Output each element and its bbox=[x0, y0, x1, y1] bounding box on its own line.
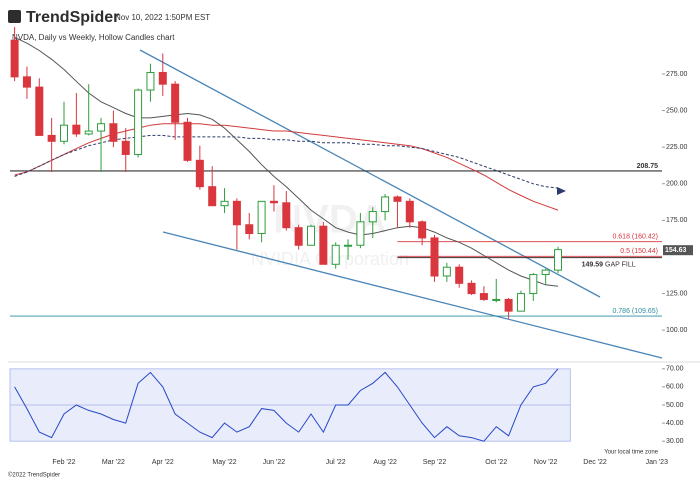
candle-body bbox=[208, 186, 217, 207]
moving-average bbox=[14, 134, 559, 189]
candle-body bbox=[158, 71, 167, 85]
x-tick-label: Mar '22 bbox=[102, 459, 125, 466]
x-tick-label: Sep '22 bbox=[423, 459, 447, 466]
candle-body bbox=[479, 293, 488, 300]
arrow bbox=[557, 187, 566, 195]
candle-body bbox=[84, 130, 93, 135]
y-tick-label: 50.00 bbox=[666, 402, 684, 409]
y-tick-label: 250.00 bbox=[666, 107, 688, 114]
candle-body bbox=[22, 76, 31, 88]
last-price-label: 154.63 bbox=[665, 247, 687, 254]
trend-line bbox=[139, 49, 601, 298]
candle-body bbox=[97, 123, 106, 132]
candle-body bbox=[171, 83, 180, 123]
x-tick-label: Apr '22 bbox=[152, 459, 174, 466]
y-tick-label: 275.00 bbox=[666, 71, 688, 78]
candle-body bbox=[405, 200, 414, 223]
y-tick-label: 175.00 bbox=[666, 217, 688, 224]
candle-body bbox=[35, 86, 44, 136]
gap-label: 149.59 bbox=[582, 261, 604, 268]
candle-body bbox=[455, 266, 464, 284]
last-price-box bbox=[663, 245, 693, 256]
gap-text: GAP FILL bbox=[605, 261, 636, 268]
x-tick-label: Feb '22 bbox=[52, 459, 75, 466]
y-tick-label: 125.00 bbox=[666, 290, 688, 297]
y-tick-label: 70.00 bbox=[666, 366, 684, 373]
candle-body bbox=[183, 121, 192, 161]
trend-line bbox=[162, 231, 663, 359]
candle-body bbox=[60, 124, 68, 142]
candle-body bbox=[381, 196, 390, 213]
y-tick-label: 200.00 bbox=[666, 181, 688, 188]
x-tick-label: Jan '23 bbox=[646, 459, 668, 466]
candle-body bbox=[504, 298, 513, 312]
candle-body bbox=[10, 39, 19, 78]
candle-body bbox=[282, 202, 291, 229]
candle-body bbox=[232, 200, 241, 226]
x-tick-label: May '22 bbox=[212, 459, 236, 466]
candle-body bbox=[331, 244, 340, 265]
timestamp: Nov 10, 2022 1:50PM EST bbox=[115, 13, 210, 22]
timezone: Your local time zone bbox=[604, 450, 658, 456]
x-tick-label: Nov '22 bbox=[534, 459, 558, 466]
candle-body bbox=[492, 298, 501, 301]
candle-body bbox=[146, 71, 155, 91]
candle-body bbox=[529, 274, 538, 295]
candle-body bbox=[430, 237, 439, 277]
watermark-sub: NVIDIA Corporation bbox=[251, 249, 409, 269]
candle-body bbox=[541, 269, 550, 276]
candle-body bbox=[134, 89, 143, 155]
y-tick-label: 60.00 bbox=[666, 384, 684, 391]
candle-body bbox=[393, 196, 402, 202]
candle-body bbox=[47, 134, 56, 142]
y-tick-label: 30.00 bbox=[666, 438, 684, 445]
candle-body bbox=[294, 227, 303, 246]
x-tick-label: Dec '22 bbox=[583, 459, 607, 466]
candle-body bbox=[109, 123, 118, 142]
candle-body bbox=[121, 140, 130, 155]
level-label: 0.5 (150.44) bbox=[620, 248, 658, 255]
candle-body bbox=[319, 225, 328, 265]
logo-icon bbox=[8, 10, 21, 23]
candle-body bbox=[195, 159, 204, 188]
candle-body bbox=[344, 244, 353, 247]
y-tick-label: 40.00 bbox=[666, 420, 684, 427]
candle-body bbox=[257, 200, 266, 235]
candle-body bbox=[467, 282, 476, 295]
moving-average bbox=[14, 123, 559, 211]
y-tick-label: 100.00 bbox=[666, 327, 688, 334]
x-tick-label: Aug '22 bbox=[373, 459, 397, 466]
y-tick-label: 225.00 bbox=[666, 144, 688, 151]
x-tick-label: Jul '22 bbox=[326, 459, 346, 466]
candle-body bbox=[356, 221, 365, 246]
candle-body bbox=[72, 124, 81, 135]
candle-body bbox=[418, 221, 427, 239]
candle-body bbox=[442, 266, 451, 277]
candle-body bbox=[368, 211, 377, 223]
level-label: 208.75 bbox=[637, 163, 659, 170]
candle-body bbox=[554, 249, 562, 271]
candle-body bbox=[307, 225, 315, 246]
moving-average bbox=[14, 36, 559, 287]
candle-body bbox=[516, 293, 525, 312]
brand: TrendSpider bbox=[26, 9, 119, 26]
subtitle: NVDA, Daily vs Weekly, Hollow Candles ch… bbox=[12, 33, 175, 42]
candle-body bbox=[245, 224, 254, 235]
copyright: ©2022 TrendSpider bbox=[8, 472, 60, 479]
x-tick-label: Oct '22 bbox=[485, 459, 507, 466]
x-tick-label: Jun '22 bbox=[263, 459, 285, 466]
level-label: 0.786 (109.65) bbox=[612, 308, 658, 315]
candle-body bbox=[220, 200, 229, 207]
candle-body bbox=[269, 200, 278, 204]
rsi-line bbox=[14, 368, 559, 442]
level-label: 0.618 (160.42) bbox=[612, 234, 658, 241]
